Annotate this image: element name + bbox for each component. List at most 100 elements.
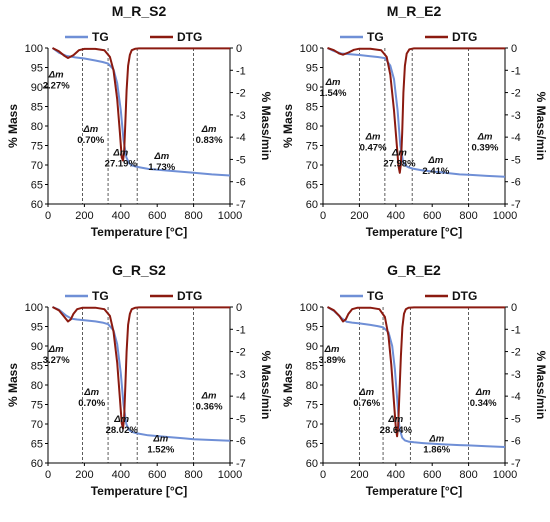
y-tick-label: 80 <box>31 121 43 133</box>
x-tick-label: 800 <box>184 210 202 222</box>
y-tick-label: 75 <box>31 400 43 412</box>
legend-label-tg: TG <box>92 30 109 44</box>
chart-title: M_R_S2 <box>112 3 167 19</box>
tg-series-line <box>51 47 231 177</box>
y2-tick-label: -2 <box>236 347 246 359</box>
y-tick-label: 85 <box>31 361 43 373</box>
x-tick-label: 0 <box>45 210 51 222</box>
y-tick-label: 95 <box>31 63 43 75</box>
dtg-series-line <box>327 306 505 438</box>
y-tick-label: 90 <box>31 341 43 353</box>
x-tick-label: 1000 <box>218 469 242 481</box>
y-tick-label: 90 <box>306 341 318 353</box>
x-tick-label: 800 <box>459 469 477 481</box>
chart-legend: TG DTG <box>65 30 202 44</box>
y2-axis-title: % Mass/min <box>259 351 273 420</box>
x-tick-label: 1000 <box>493 210 517 222</box>
y2-tick-label: -6 <box>511 436 521 448</box>
x-axis-title: Temperature [°C] <box>366 225 463 239</box>
mass-loss-annotation-value: 1.54% <box>320 88 347 99</box>
x-tick-label: 1000 <box>218 210 242 222</box>
x-tick-label: 600 <box>148 210 166 222</box>
tg-series-line <box>326 306 506 448</box>
dtg-series-line <box>327 47 505 174</box>
y-axis-title: % Mass <box>6 363 20 407</box>
legend-label-dtg: DTG <box>452 30 477 44</box>
y2-tick-label: -4 <box>511 132 521 144</box>
y-tick-label: 80 <box>31 380 43 392</box>
x-tick-label: 200 <box>75 469 93 481</box>
dtg-series-line <box>52 47 230 162</box>
y2-tick-label: 0 <box>511 43 517 55</box>
x-tick-label: 400 <box>387 469 405 481</box>
chart-panel-m-r-s2: M_R_S2 TG DTG 0 200 400 600 800 1000 60 65 70 75 80 85… <box>0 0 275 258</box>
tg-series-line <box>327 47 506 178</box>
y-tick-label: 85 <box>31 102 43 114</box>
mass-loss-annotation-value: 3.89% <box>319 355 346 366</box>
y2-tick-label: -4 <box>511 391 521 403</box>
mass-loss-annotation-label: Δm <box>201 391 217 402</box>
x-tick-label: 800 <box>459 210 477 222</box>
mass-loss-annotation-label: Δm <box>365 132 381 143</box>
mass-loss-annotation-label: Δm <box>152 434 168 445</box>
mass-loss-annotation-value: 28.64% <box>380 425 413 436</box>
x-axis-title: Temperature [°C] <box>91 225 188 239</box>
mass-loss-annotation-value: 0.47% <box>360 143 387 154</box>
mass-loss-annotation-label: Δm <box>153 151 169 162</box>
dtg-series-line <box>52 306 230 430</box>
y-axis-title: % Mass <box>281 363 295 407</box>
mass-loss-annotation-label: Δm <box>82 124 98 135</box>
y-tick-label: 75 <box>306 141 318 153</box>
y-tick-label: 60 <box>31 199 43 211</box>
y2-tick-label: -5 <box>511 154 521 166</box>
mass-loss-annotation-value: 3.27% <box>43 355 70 366</box>
x-tick-label: 800 <box>184 469 202 481</box>
x-tick-label: 400 <box>112 469 130 481</box>
y-tick-label: 70 <box>31 160 43 172</box>
y-axis-title: % Mass <box>281 104 295 148</box>
y-tick-label: 70 <box>306 419 318 431</box>
y-tick-label: 100 <box>300 302 318 314</box>
y-tick-label: 100 <box>25 302 43 314</box>
legend-label-dtg: DTG <box>452 289 477 303</box>
y-tick-label: 70 <box>306 160 318 172</box>
mass-loss-annotation-value: 28.02% <box>106 425 139 436</box>
chart-panel-m-r-e2: M_R_E2 TG DTG 0 200 400 600 800 1000 60 65 70 75 80 85… <box>275 0 550 258</box>
mass-loss-annotation-label: Δm <box>358 387 374 398</box>
mass-loss-annotation-value: 1.86% <box>423 445 450 456</box>
mass-loss-annotation-value: 0.34% <box>470 398 497 409</box>
mass-loss-annotation-label: Δm <box>112 147 128 158</box>
mass-loss-annotation-label: Δm <box>113 414 129 425</box>
y-tick-label: 75 <box>306 400 318 412</box>
mass-loss-annotation-value: 27.19% <box>105 158 138 169</box>
y-tick-label: 80 <box>306 380 318 392</box>
mass-loss-annotation-value: 0.70% <box>77 135 104 146</box>
x-axis-title: Temperature [°C] <box>91 484 188 498</box>
y-tick-label: 65 <box>31 439 43 451</box>
legend-label-tg: TG <box>367 30 384 44</box>
chart-title: G_R_S2 <box>112 262 166 278</box>
mass-loss-annotation-label: Δm <box>427 155 443 166</box>
mass-loss-annotation-label: Δm <box>324 344 340 355</box>
mass-loss-annotation-label: Δm <box>48 344 64 355</box>
x-tick-label: 200 <box>350 210 368 222</box>
y2-tick-label: -2 <box>511 88 521 100</box>
legend-label-tg: TG <box>92 289 109 303</box>
y2-tick-label: -6 <box>511 177 521 189</box>
x-tick-label: 0 <box>320 210 326 222</box>
y2-axis-title: % Mass/min <box>259 92 273 161</box>
mass-loss-annotation-label: Δm <box>387 414 403 425</box>
y2-tick-label: -1 <box>511 65 521 77</box>
mass-loss-annotation-value: 0.83% <box>196 135 223 146</box>
y-tick-label: 60 <box>31 458 43 470</box>
y2-tick-label: -3 <box>511 369 521 381</box>
mass-loss-annotation-label: Δm <box>428 434 444 445</box>
x-tick-label: 600 <box>423 210 441 222</box>
y2-tick-label: -2 <box>236 88 246 100</box>
y2-tick-label: 0 <box>511 302 517 314</box>
y2-tick-label: -3 <box>236 369 246 381</box>
